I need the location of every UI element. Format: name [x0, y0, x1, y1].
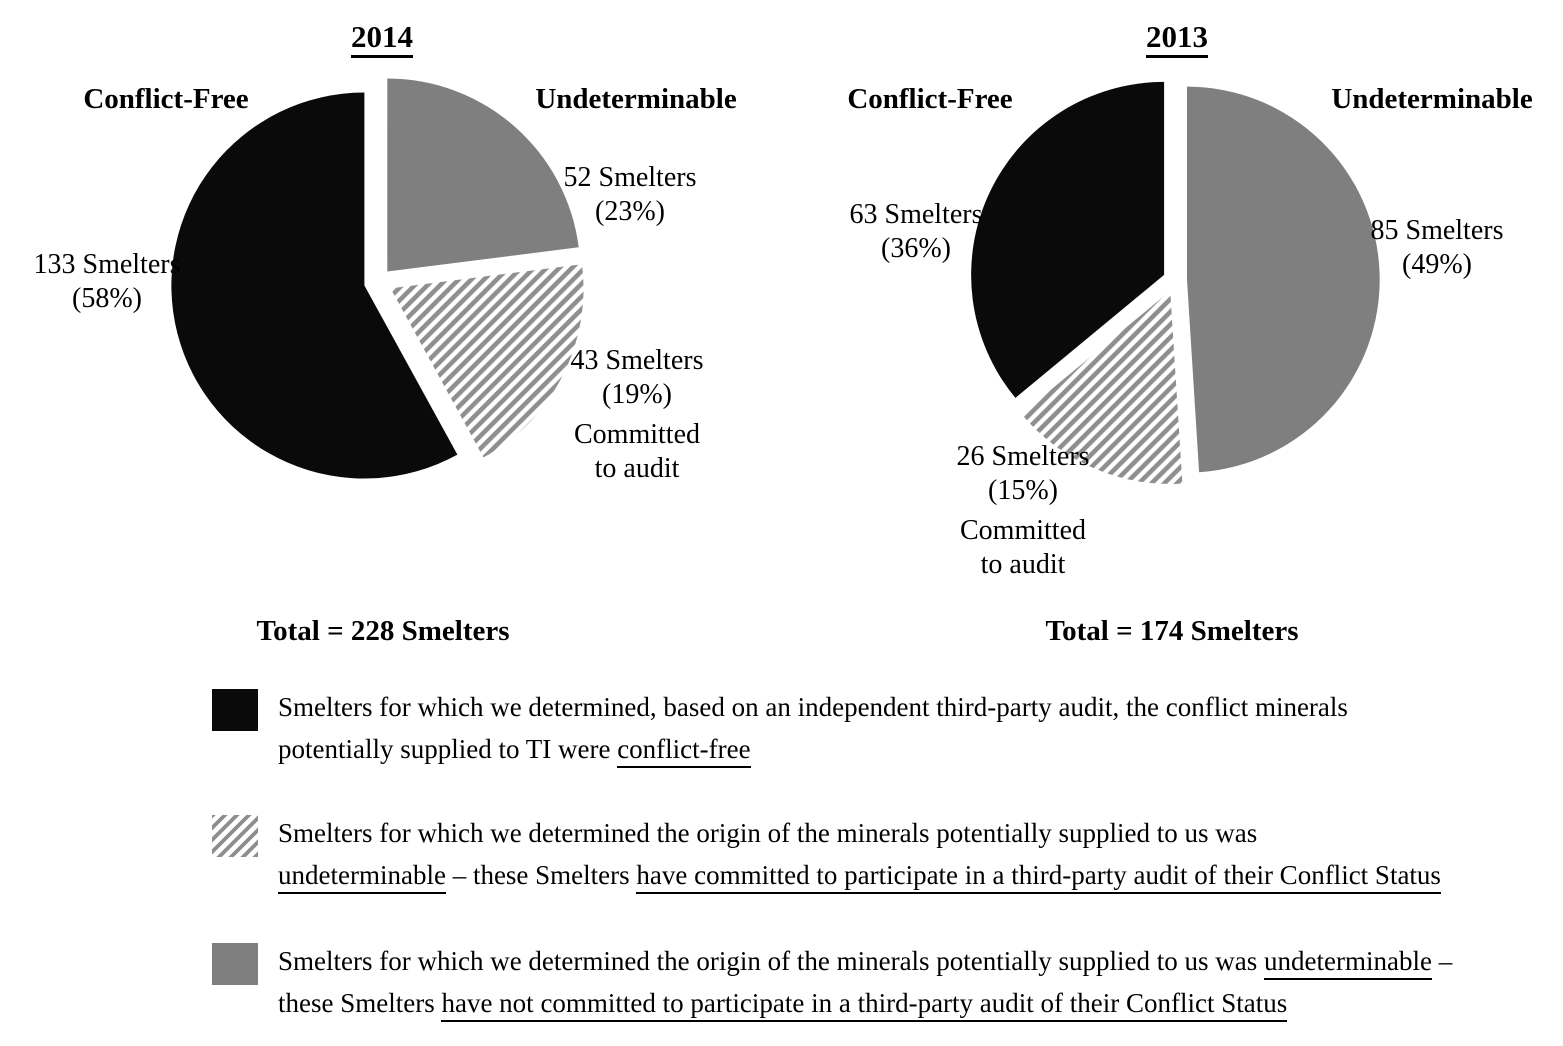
legend-line: undeterminable – these Smelters have com…	[278, 854, 1548, 896]
slice-percent-line: (23%)	[595, 196, 665, 227]
total-2013: Total = 174 Smelters	[1045, 615, 1299, 647]
legend-line: potentially supplied to TI were conflict…	[278, 728, 1548, 770]
legend-swatch-black	[212, 689, 258, 731]
legend-swatch-gray	[212, 943, 258, 985]
label-2014-undeterminable: Undeterminable	[535, 83, 737, 115]
label-2014-gray-slice: 52 Smelters (23%)	[530, 161, 730, 229]
plain-text: –	[1431, 946, 1453, 976]
underlined-text: have not committed to participate in a t…	[441, 988, 1288, 1022]
pie-slice-undeterminable	[387, 78, 579, 272]
pie-slice-committed-to-audit	[390, 264, 584, 458]
legend-line: these Smelters have not committed to par…	[278, 982, 1548, 1024]
plain-text: these Smelters	[278, 988, 442, 1018]
slice-value-line: 85 Smelters	[1370, 215, 1504, 246]
plain-text: Smelters for which we determined, based …	[278, 692, 1348, 722]
slice-value-line: 52 Smelters	[563, 162, 697, 193]
plain-text: Smelters for which we determined the ori…	[278, 946, 1265, 976]
underlined-text: undeterminable	[1264, 946, 1432, 980]
legend-item-conflict-free: Smelters for which we determined, based …	[0, 686, 1563, 806]
legend-line: Smelters for which we determined the ori…	[278, 940, 1548, 982]
plain-text: potentially supplied to TI were	[278, 734, 618, 764]
legend-text-conflict-free: Smelters for which we determined, based …	[278, 686, 1548, 770]
slice-percent-line: (36%)	[881, 233, 951, 264]
pie-slice-undeterminable	[1187, 86, 1380, 473]
chart-2014-title-text: 2014	[351, 19, 413, 58]
total-2014: Total = 228 Smelters	[256, 615, 510, 647]
underlined-text: conflict-free	[617, 734, 751, 768]
chart-2013-title: 2013	[1102, 19, 1252, 58]
slice-note-line: to audit	[594, 453, 680, 484]
legend-text-not-committed: Smelters for which we determined the ori…	[278, 940, 1548, 1024]
legend-line: Smelters for which we determined, based …	[278, 686, 1548, 728]
slice-note-line: Committed	[960, 515, 1086, 546]
label-2014-conflict-free: Conflict-Free	[83, 83, 249, 115]
slice-percent-line: (58%)	[72, 283, 142, 314]
legend-line: Smelters for which we determined the ori…	[278, 812, 1548, 854]
label-2013-conflict-free: Conflict-Free	[847, 83, 1013, 115]
slice-note-line: Committed	[574, 419, 700, 450]
plain-text: Smelters for which we determined the ori…	[278, 818, 1258, 848]
label-2014-black-slice: 133 Smelters (58%)	[7, 248, 207, 316]
slice-note-line: to audit	[980, 549, 1066, 580]
pie-slice-committed-to-audit	[1021, 291, 1183, 484]
slice-value-line: 26 Smelters	[956, 441, 1090, 472]
plain-text: – these Smelters	[445, 860, 637, 890]
legend-swatch-hatched	[212, 815, 258, 857]
label-2013-undeterminable: Undeterminable	[1331, 83, 1533, 115]
legend-item-not-committed: Smelters for which we determined the ori…	[0, 940, 1563, 1046]
label-2013-hatch-slice: 26 Smelters (15%) Committed to audit	[923, 440, 1123, 582]
slice-percent-line: (49%)	[1402, 249, 1472, 280]
label-2013-black-slice: 63 Smelters (36%)	[816, 198, 1016, 266]
pie-chart-2013	[971, 81, 1380, 484]
legend-text-committed-to-audit: Smelters for which we determined the ori…	[278, 812, 1548, 896]
label-2014-hatch-slice: 43 Smelters (19%) Committed to audit	[537, 344, 737, 486]
slice-percent-line: (19%)	[602, 379, 672, 410]
slice-value-line: 43 Smelters	[570, 345, 704, 376]
slice-value-line: 133 Smelters	[33, 249, 181, 280]
underlined-text: have committed to participate in a third…	[636, 860, 1441, 894]
legend-item-committed-to-audit: Smelters for which we determined the ori…	[0, 812, 1563, 932]
pie-slice-conflict-free	[971, 81, 1165, 398]
pie-chart-2014	[171, 78, 584, 479]
slice-percent-line: (15%)	[988, 475, 1058, 506]
chart-2013-title-text: 2013	[1146, 19, 1208, 58]
slice-value-line: 63 Smelters	[849, 199, 983, 230]
underlined-text: undeterminable	[278, 860, 446, 894]
label-2013-gray-slice: 85 Smelters (49%)	[1337, 214, 1537, 282]
chart-2014-title: 2014	[307, 19, 457, 58]
pie-slice-conflict-free	[171, 92, 458, 479]
